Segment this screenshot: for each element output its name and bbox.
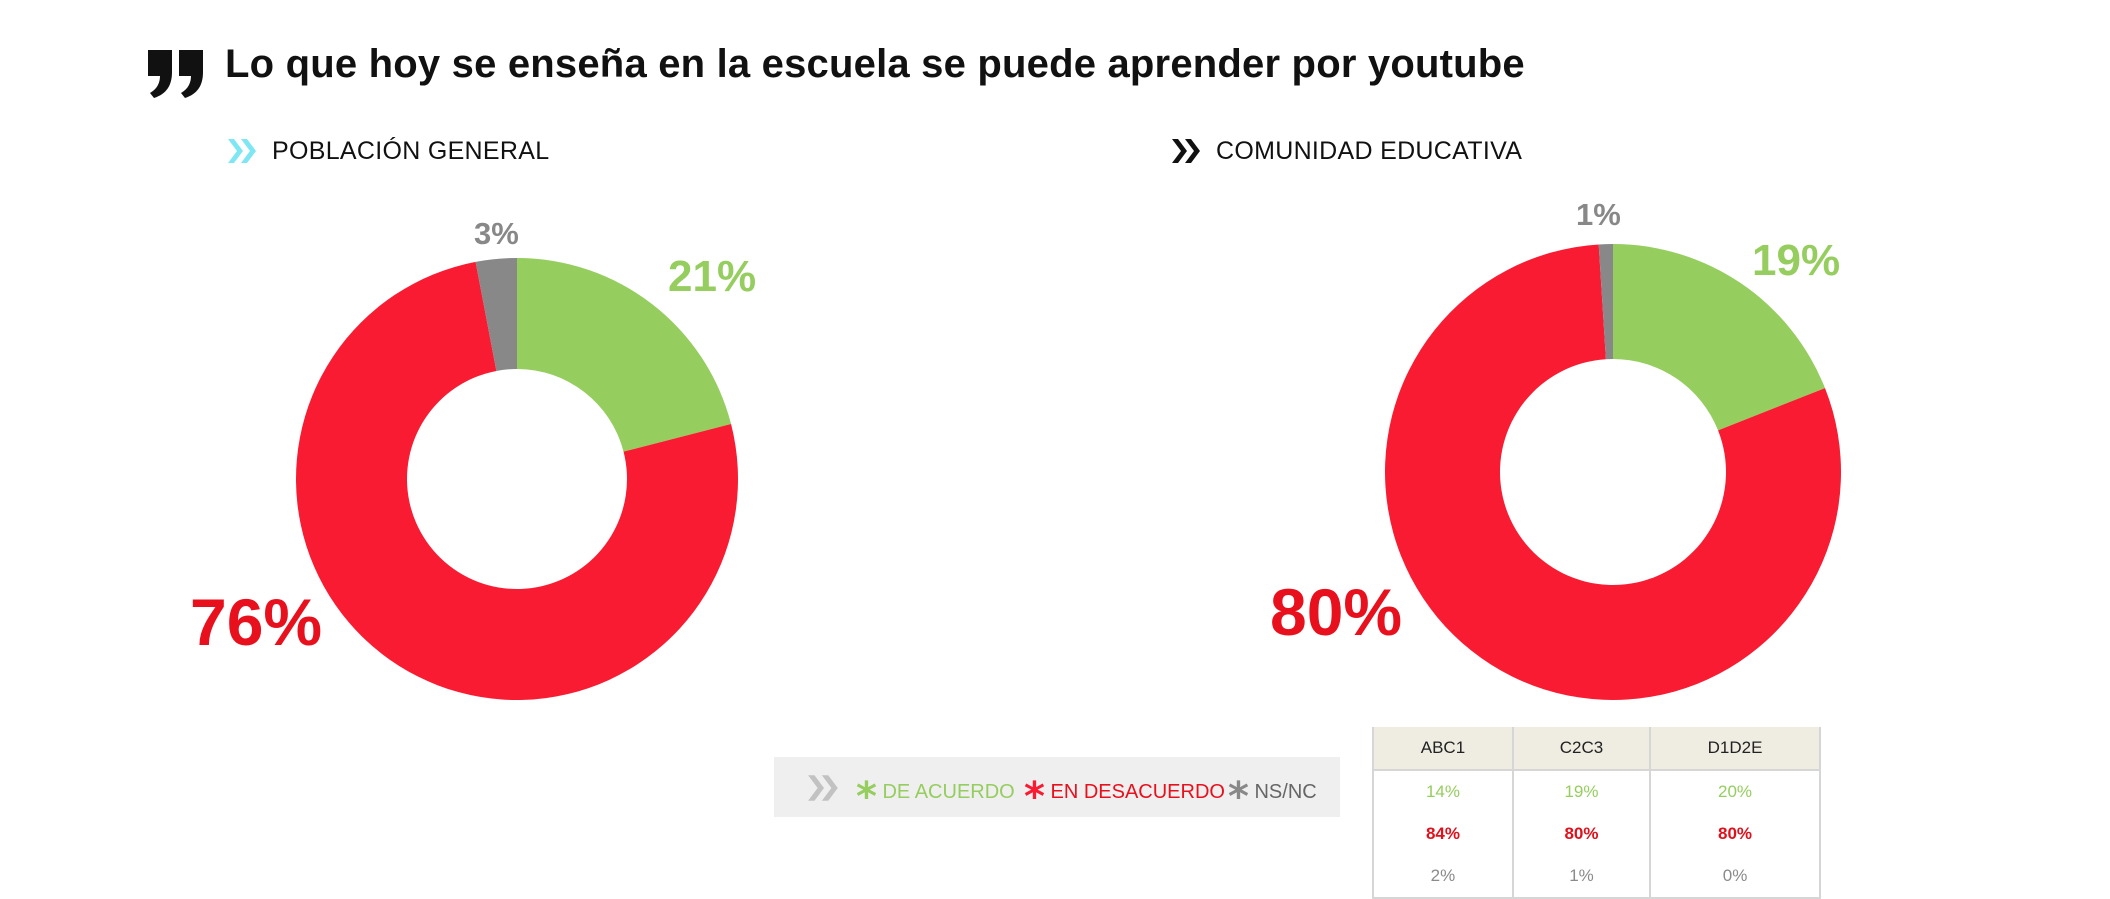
slice-disagree (296, 261, 739, 700)
asterisk-icon: * (1024, 774, 1045, 820)
table-cell: 20% (1649, 770, 1821, 813)
table-cell: 14% (1372, 770, 1514, 813)
donut-chart-comunidad-educativa (1385, 244, 1841, 700)
legend-label: NS/NC (1254, 781, 1317, 803)
column-header: C2C3 (1511, 727, 1652, 771)
chevron-right-icon (808, 775, 838, 801)
slice-nsnc (475, 258, 517, 371)
slice-agree (1613, 244, 1825, 431)
table-cell: 80% (1511, 813, 1652, 855)
chart-2-subtitle: COMUNIDAD EDUCATIVA (1216, 137, 1523, 165)
legend-item-nsnc: * NS/NC (1228, 774, 1317, 820)
donut-chart-poblacion-general (296, 258, 739, 700)
table-cell: 0% (1649, 855, 1821, 899)
pct-label-nsnc: 1% (1576, 197, 1621, 232)
asterisk-icon: * (1228, 774, 1249, 820)
pct-label-agree: 21% (668, 252, 757, 301)
legend-item-agree: * DE ACUERDO (856, 774, 1015, 820)
legend-label: EN DESACUERDO (1050, 781, 1225, 803)
table-cell: 80% (1649, 813, 1821, 855)
table-cell: 2% (1372, 855, 1514, 899)
slice-agree (517, 258, 732, 452)
pct-label-disagree: 80% (1270, 575, 1403, 649)
asterisk-icon: * (856, 774, 877, 820)
page-title: Lo que hoy se enseña en la escuela se pu… (225, 42, 1525, 86)
slice-nsnc (1598, 244, 1613, 360)
pct-label-agree: 19% (1752, 236, 1841, 285)
table-row: 84% 80% 80% (1372, 813, 1821, 855)
legend-item-disagree: * EN DESACUERDO (1024, 774, 1225, 820)
pct-label-nsnc: 3% (474, 216, 519, 251)
legend-label: DE ACUERDO (882, 781, 1015, 803)
donut-charts (296, 244, 1841, 700)
legend (774, 757, 1340, 817)
table-row: 2% 1% 0% (1372, 855, 1821, 899)
table-cell: 19% (1511, 770, 1652, 813)
table-cell: 1% (1511, 855, 1652, 899)
segment-table: ABC1 C2C3 D1D2E 14% 19% 20% 84% 80% 80% … (1372, 727, 1821, 899)
chart-1-subtitle: POBLACIÓN GENERAL (272, 137, 550, 165)
chevron-right-icon (1172, 139, 1200, 163)
column-header: D1D2E (1649, 727, 1821, 771)
table-cell: 84% (1372, 813, 1514, 855)
chevron-right-icon (228, 139, 256, 163)
column-header: ABC1 (1372, 727, 1514, 771)
pct-label-disagree: 76% (190, 585, 323, 659)
table-row: 14% 19% 20% (1372, 770, 1821, 813)
quote-icon (148, 50, 203, 98)
slice-disagree (1385, 244, 1841, 700)
table-header-row: ABC1 C2C3 D1D2E (1372, 727, 1821, 771)
